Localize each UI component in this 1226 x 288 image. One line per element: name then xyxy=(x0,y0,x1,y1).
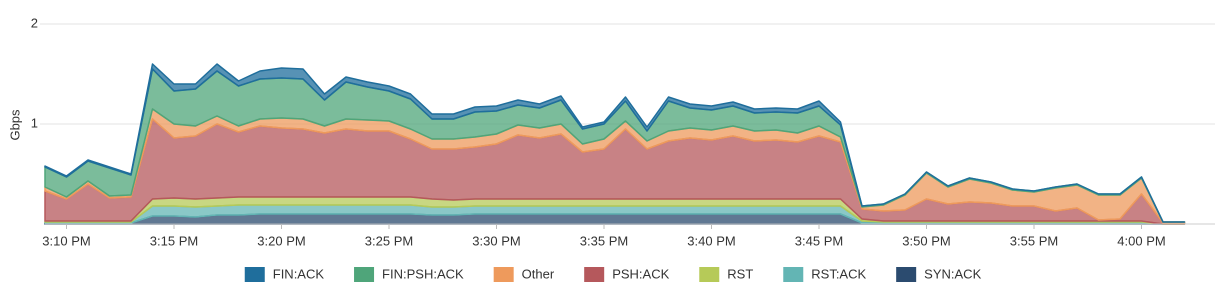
legend-swatch xyxy=(896,267,917,282)
area xyxy=(44,63,1186,223)
legend-swatch xyxy=(244,267,265,282)
x-tick-label: 3:15 PM xyxy=(150,233,198,248)
x-tick-label: 3:35 PM xyxy=(580,233,628,248)
x-tick-label: 3:30 PM xyxy=(472,233,520,248)
y-tick-label: 1 xyxy=(31,115,38,130)
legend-label: RST xyxy=(727,266,753,281)
legend-label: RST:ACK xyxy=(811,266,866,281)
x-tick-label: 3:40 PM xyxy=(687,233,735,248)
x-tick-label: 3:20 PM xyxy=(257,233,305,248)
legend-swatch xyxy=(783,267,804,282)
x-tick-label: 3:25 PM xyxy=(365,233,413,248)
x-tick-label: 4:00 PM xyxy=(1117,233,1165,248)
legend-swatch xyxy=(493,267,514,282)
legend: FIN:ACK FIN:PSH:ACK Other PSH:ACK RST RST:ACK… xyxy=(244,266,982,282)
y-axis-label: Gbps xyxy=(7,109,22,141)
legend-swatch xyxy=(354,267,375,282)
legend-label: Other xyxy=(522,266,555,281)
y-tick-label: 2 xyxy=(31,15,38,30)
legend-label: SYN:ACK xyxy=(924,266,981,281)
legend-label: FIN:PSH:ACK xyxy=(382,266,464,281)
x-tick-label: 3:10 PM xyxy=(42,233,90,248)
x-tick-label: 3:45 PM xyxy=(795,233,843,248)
x-tick-label: 3:50 PM xyxy=(902,233,950,248)
x-tick-label: 3:55 PM xyxy=(1010,233,1058,248)
legend-label: FIN:ACK xyxy=(273,266,325,281)
legend-swatch xyxy=(584,267,605,282)
legend-label: PSH:ACK xyxy=(612,266,669,281)
legend-swatch xyxy=(699,267,720,282)
